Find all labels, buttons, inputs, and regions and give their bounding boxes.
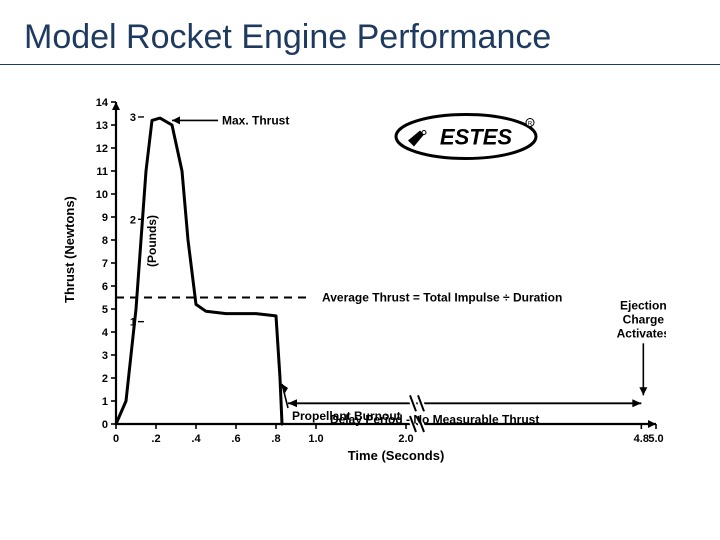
svg-text:Thrust (Newtons): Thrust (Newtons) (62, 196, 77, 303)
svg-text:5.0: 5.0 (648, 433, 663, 445)
svg-text:1: 1 (102, 396, 108, 408)
svg-text:11: 11 (96, 166, 108, 178)
svg-text:1.0: 1.0 (308, 433, 323, 445)
svg-text:10: 10 (96, 189, 108, 201)
svg-text:Time (Seconds): Time (Seconds) (348, 448, 445, 463)
svg-text:8: 8 (102, 235, 108, 247)
svg-text:14: 14 (96, 97, 109, 109)
svg-text:4: 4 (102, 327, 109, 339)
svg-text:(Pounds): (Pounds) (145, 215, 159, 267)
svg-text:Max. Thrust: Max. Thrust (222, 113, 289, 127)
svg-text:2.0: 2.0 (398, 433, 413, 445)
svg-text:6: 6 (102, 281, 108, 293)
svg-text:9: 9 (102, 212, 108, 224)
svg-text:ESTES: ESTES (440, 125, 512, 150)
svg-text:Delay Period - No Measurable T: Delay Period - No Measurable Thrust (330, 412, 539, 426)
svg-text:0: 0 (102, 419, 108, 431)
svg-text:Charge: Charge (623, 312, 665, 326)
svg-text:7: 7 (102, 258, 108, 270)
page-title: Model Rocket Engine Performance (24, 18, 551, 57)
svg-text:Ejection: Ejection (620, 298, 666, 312)
svg-text:R: R (528, 122, 533, 128)
svg-text:5: 5 (102, 304, 108, 316)
svg-text:3: 3 (130, 112, 136, 124)
svg-text:.4: .4 (191, 433, 201, 445)
svg-text:.8: .8 (271, 433, 280, 445)
svg-text:12: 12 (96, 143, 108, 155)
svg-text:Activates: Activates (617, 326, 666, 340)
svg-text:3: 3 (102, 350, 108, 362)
svg-text:4.8: 4.8 (634, 433, 649, 445)
svg-text:2: 2 (102, 373, 108, 385)
svg-text:.6: .6 (231, 433, 240, 445)
svg-text:.2: .2 (151, 433, 160, 445)
thrust-chart: 01234567891011121314Thrust (Newtons)123(… (54, 94, 666, 474)
svg-text:13: 13 (96, 120, 108, 132)
svg-text:Average Thrust = Total Impulse: Average Thrust = Total Impulse ÷ Duratio… (322, 291, 562, 305)
svg-text:0: 0 (113, 433, 119, 445)
title-divider (0, 64, 720, 65)
svg-text:2: 2 (130, 214, 136, 226)
